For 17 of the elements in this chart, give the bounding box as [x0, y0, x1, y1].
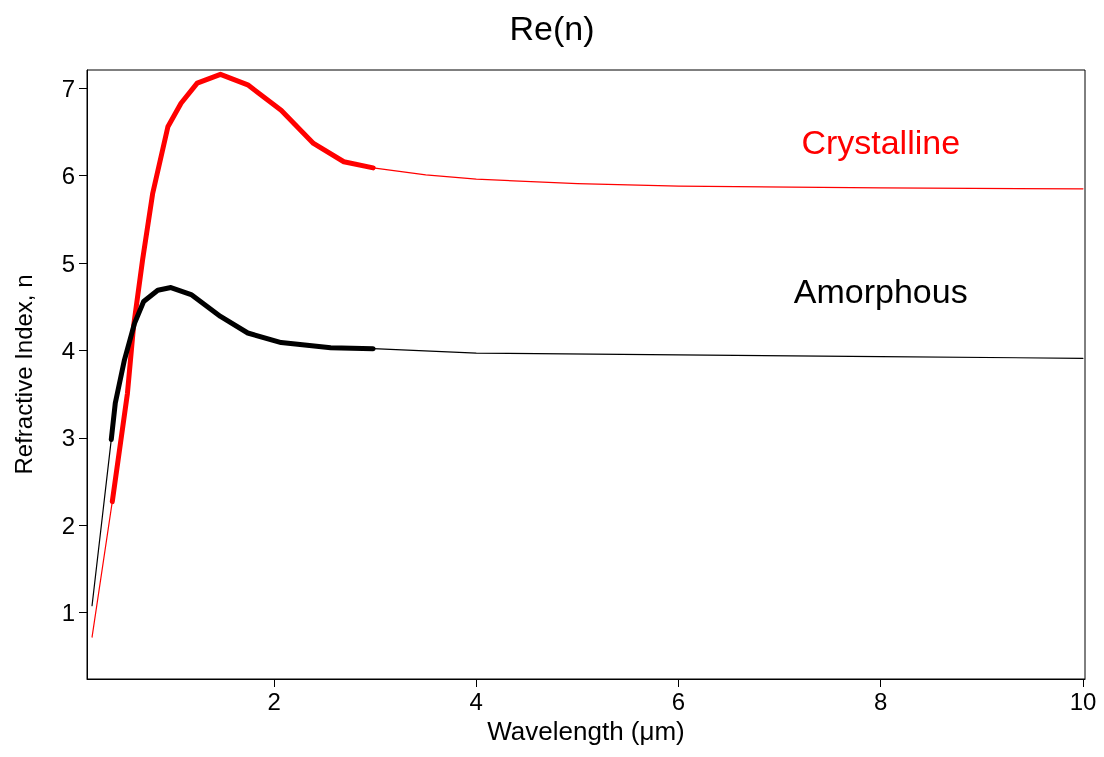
y-axis-title: Refractive Index, n [9, 274, 37, 475]
y-tick-label: 4 [61, 336, 75, 364]
y-tick-label: 2 [61, 511, 75, 539]
y-tick-label: 5 [61, 249, 75, 277]
y-tick-label: 1 [61, 599, 75, 627]
series-label: Amorphous [793, 271, 968, 310]
y-tick-label: 3 [61, 424, 75, 452]
chart-title: Re(n) [509, 9, 595, 47]
x-tick-label: 2 [267, 687, 281, 715]
y-tick-label: 7 [61, 74, 75, 102]
y-tick-label: 6 [61, 162, 75, 190]
x-tick-label: 4 [469, 687, 483, 715]
x-axis-title: Wavelength (μm) [487, 715, 685, 746]
x-tick-label: 10 [1069, 687, 1097, 715]
x-tick-label: 8 [874, 687, 888, 715]
series-label: Crystalline [801, 122, 961, 161]
x-tick-label: 6 [671, 687, 686, 715]
